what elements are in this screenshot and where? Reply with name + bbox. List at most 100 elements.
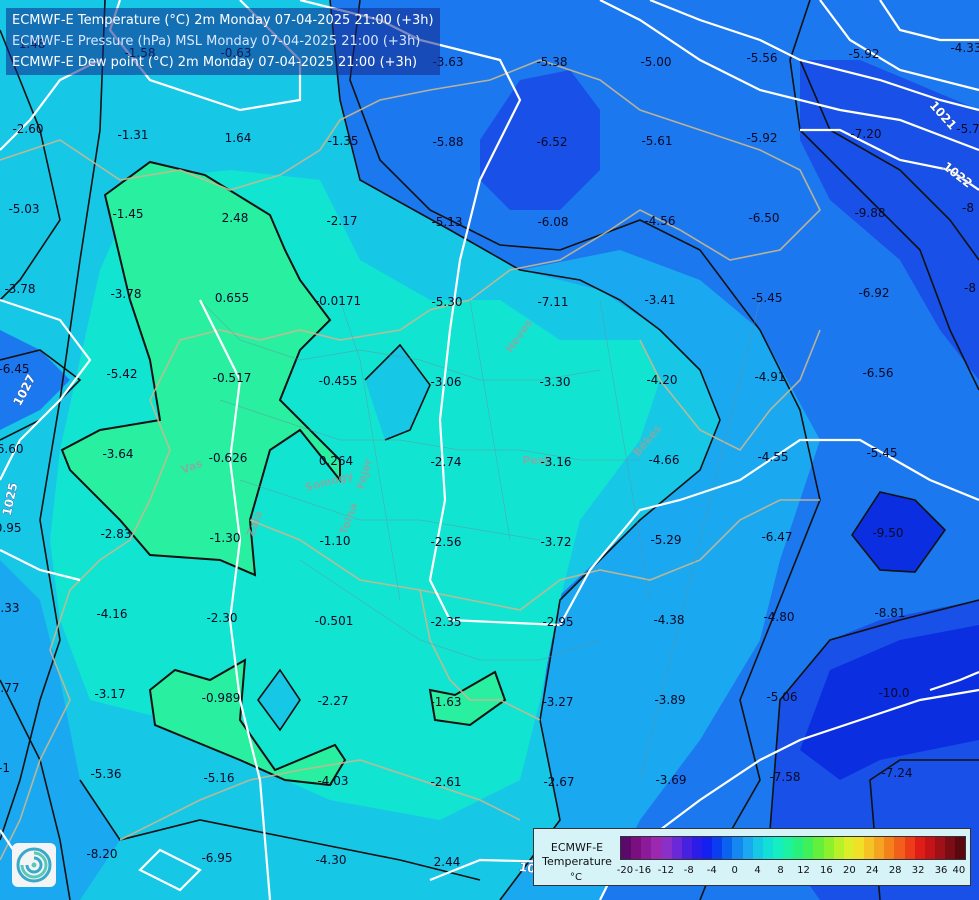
legend-tick-label: 28 xyxy=(888,865,902,876)
legend-tick-label: -16 xyxy=(634,865,652,876)
temperature-value: -5.29 xyxy=(650,533,681,547)
legend-tick-label: 40 xyxy=(952,865,966,876)
legend-tick-label: -12 xyxy=(657,865,675,876)
legend-swatch xyxy=(924,837,935,859)
legend-swatch xyxy=(772,837,783,859)
temperature-value: 2.44 xyxy=(434,855,461,869)
legend-swatch xyxy=(914,837,925,859)
legend-title-model: ECMWF-E xyxy=(550,841,604,854)
header-dewpoint-line: ECMWF-E Dew point (°C) 2m Monday 07-04-2… xyxy=(12,55,418,70)
temperature-value: -5.36 xyxy=(90,767,121,781)
temperature-value: -1.10 xyxy=(319,534,350,548)
temperature-value: -6.56 xyxy=(862,366,893,380)
legend-swatch xyxy=(691,837,702,859)
temperature-value: -3.17 xyxy=(94,687,125,701)
legend-title-variable: Temperature xyxy=(542,855,612,868)
temperature-value: -0.989 xyxy=(202,691,241,705)
temperature-value: -4.91 xyxy=(754,370,785,384)
temperature-value: -2.83 xyxy=(100,527,131,541)
temperature-value: -6.92 xyxy=(858,286,889,300)
legend-swatch xyxy=(762,837,773,859)
temperature-value: -9.88 xyxy=(854,206,885,220)
legend-swatch xyxy=(681,837,692,859)
header-pressure-line: ECMWF-E Pressure (hPa) MSL Monday 07-04-… xyxy=(12,34,421,49)
temperature-value: -5.7 xyxy=(956,122,979,136)
temperature-value: -6.95 xyxy=(201,851,232,865)
legend-swatch xyxy=(864,837,875,859)
temperature-value: -2.35 xyxy=(430,615,461,629)
temperature-value: -5.88 xyxy=(432,135,463,149)
temperature-value: -5.00 xyxy=(640,55,671,69)
legend-swatch xyxy=(884,837,895,859)
legend-swatch xyxy=(894,837,905,859)
temperature-value: -5.42 xyxy=(106,367,137,381)
legend-swatch xyxy=(712,837,723,859)
legend-tick-label: -20 xyxy=(616,865,634,876)
temp-zone-deepblue-north xyxy=(480,70,600,210)
legend-tick-label: 0 xyxy=(731,865,738,876)
legend-swatch xyxy=(641,837,652,859)
temperature-value: -4.66 xyxy=(648,453,679,467)
legend-tick-label: -8 xyxy=(683,865,694,876)
temperature-value: -3.72 xyxy=(540,535,571,549)
legend-tick-label: 20 xyxy=(842,865,856,876)
legend-swatch xyxy=(651,837,662,859)
temperature-value: -0.77 xyxy=(0,681,20,695)
temperature-value: -2.95 xyxy=(542,615,573,629)
temp-zone-deepest-se xyxy=(800,625,979,780)
temperature-value: -1 xyxy=(0,761,10,775)
legend-swatch xyxy=(732,837,743,859)
temperature-value: -5.92 xyxy=(746,131,777,145)
legend-tick-label: 24 xyxy=(865,865,879,876)
temperature-value: -5.45 xyxy=(866,446,897,460)
temperature-value: -1.63 xyxy=(430,695,461,709)
temperature-value: -5.61 xyxy=(641,134,672,148)
legend-swatch xyxy=(752,837,763,859)
legend-swatch xyxy=(702,837,713,859)
temperature-value: -0.0171 xyxy=(315,294,361,308)
temperature-value: -3.78 xyxy=(4,282,35,296)
legend-tick-label: 12 xyxy=(797,865,810,876)
temp-zone-green-west xyxy=(60,160,341,577)
temperature-value: -7.58 xyxy=(769,770,800,784)
temperature-value: -1.30 xyxy=(209,531,240,545)
temperature-value: -2.17 xyxy=(326,214,357,228)
legend-swatch xyxy=(793,837,804,859)
temperature-value: -2.56 xyxy=(430,535,461,549)
temperature-value: -8 xyxy=(964,281,976,295)
temperature-value: -0.501 xyxy=(315,614,354,628)
temp-zone-green-south xyxy=(148,658,347,787)
temperature-value: -3.63 xyxy=(432,55,463,69)
temperature-value: -3.27 xyxy=(542,695,573,709)
temperature-value: -9.50 xyxy=(872,526,903,540)
temperature-value: 2.48 xyxy=(222,211,249,225)
legend-swatch xyxy=(955,837,966,859)
temperature-value: -2.67 xyxy=(543,775,574,789)
temperature-legend: ECMWF-E Temperature °C -20 -16 -12 -8 -4 0 4 8 1… xyxy=(533,828,971,886)
temperature-value: -8.20 xyxy=(86,847,117,861)
temperature-value: -5.16 xyxy=(203,771,234,785)
temperature-value: -3.69 xyxy=(655,773,686,787)
temperature-value: -4.80 xyxy=(763,610,794,624)
temperature-value: -3.78 xyxy=(110,287,141,301)
border-lines xyxy=(0,59,821,861)
temperature-value: -2.27 xyxy=(317,694,348,708)
temperature-value: -6.45 xyxy=(0,362,30,376)
temperature-value: -0.95 xyxy=(0,521,22,535)
temperature-value: -4.38 xyxy=(653,613,684,627)
temperature-value: -5.45 xyxy=(751,291,782,305)
map-header: ECMWF-E Temperature (°C) 2m Monday 07-04… xyxy=(6,8,440,75)
ecmwf-swirl-icon xyxy=(16,847,52,883)
temperature-value: -3.30 xyxy=(539,375,570,389)
temperature-value: -5.56 xyxy=(746,51,777,65)
temperature-value: -4.33 xyxy=(950,41,979,55)
legend-color-bar xyxy=(620,836,966,860)
legend-tick-label: 4 xyxy=(754,865,761,876)
temperature-value: -1.35 xyxy=(327,134,358,148)
temperature-value: -0.626 xyxy=(209,451,248,465)
legend-tick-label: 32 xyxy=(911,865,925,876)
temperature-value: -3.06 xyxy=(430,375,461,389)
legend-tick-label: 36 xyxy=(934,865,948,876)
temperature-value: -6.60 xyxy=(0,442,24,456)
